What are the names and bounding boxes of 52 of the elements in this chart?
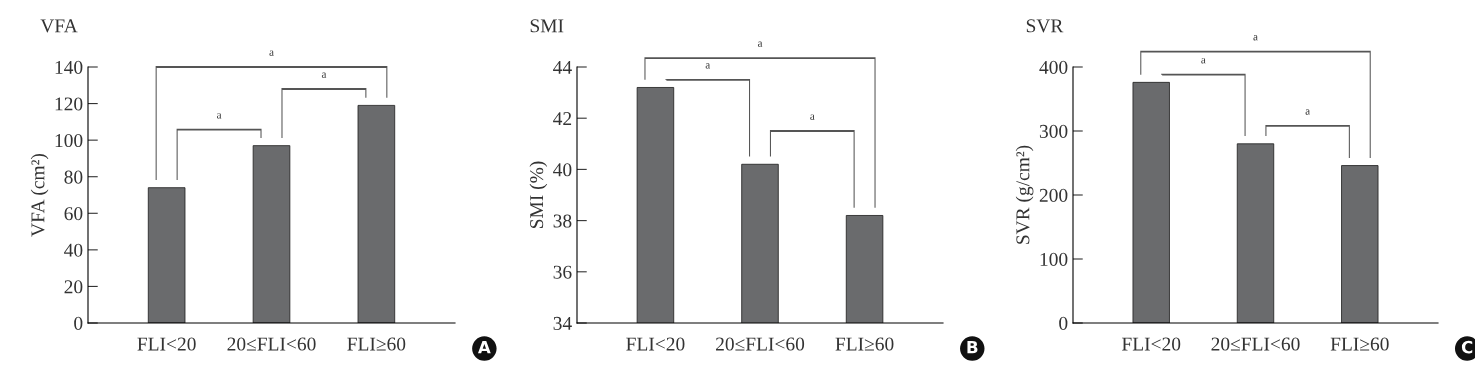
text: a [269,50,274,56]
bar [1236,143,1275,323]
bar [1341,165,1379,323]
y-tick-label: 300 [1039,124,1068,138]
x-tick-label: 20≤FLI<60 [1211,337,1300,351]
bar [252,145,291,323]
annotation: a [810,114,815,120]
y-tick-label: 44 [553,60,572,74]
annotation: a [217,113,222,119]
chart-title: VFA [40,19,78,33]
text: a [1253,35,1258,41]
y-tick-label: 40 [553,163,572,177]
x-tick-label: FLI<20 [626,337,685,351]
y-axis-title: SMI (%) [529,161,548,228]
y-tick-label: 38 [553,214,572,228]
y-tick-label: 100 [1040,252,1068,266]
annotation: a [321,72,327,78]
x-tick-label: FLI≥60 [347,337,406,351]
text: A [477,341,491,354]
y-axis-title: SVR (g/cm²) [1015,145,1034,244]
chart-title: SMI [530,19,564,33]
bar [357,104,396,323]
bar [147,187,186,323]
x-tick-label: 20≤FLI<60 [227,337,316,351]
y-axis-title: VFA (cm²) [30,153,49,237]
y-tick-label: 42 [553,112,572,125]
y-tick-label: 40 [64,243,83,257]
annotation: a [705,63,711,69]
y-tick-label: 80 [64,170,83,184]
x-tick-label: FLI≥60 [835,337,894,351]
y-tick-label: 140 [55,60,83,74]
y-tick-label: 36 [553,265,572,279]
text: C [1461,340,1473,354]
bar [1132,81,1170,323]
x-tick-label: FLI≥60 [1330,337,1389,351]
y-tick-label: 34 [553,316,572,330]
x-tick-label: FLI<20 [137,337,196,351]
x-tick-label: 20≤FLI<60 [716,337,805,351]
text: a [757,41,763,47]
chart-title: SVR [1026,19,1064,33]
y-tick-label: 60 [64,207,83,221]
y-tick-label: 100 [55,133,83,148]
text: a [1201,58,1206,64]
y-tick-label: 0 [74,316,83,330]
annotation: a [1305,109,1310,115]
y-tick-label: 20 [64,280,83,294]
y-tick-label: 0 [1059,316,1068,330]
y-tick-label: 400 [1039,60,1068,74]
text: B [967,341,978,354]
y-tick-label: 200 [1039,188,1068,202]
y-tick-label: 120 [55,97,83,111]
x-tick-label: FLI<20 [1121,337,1181,351]
